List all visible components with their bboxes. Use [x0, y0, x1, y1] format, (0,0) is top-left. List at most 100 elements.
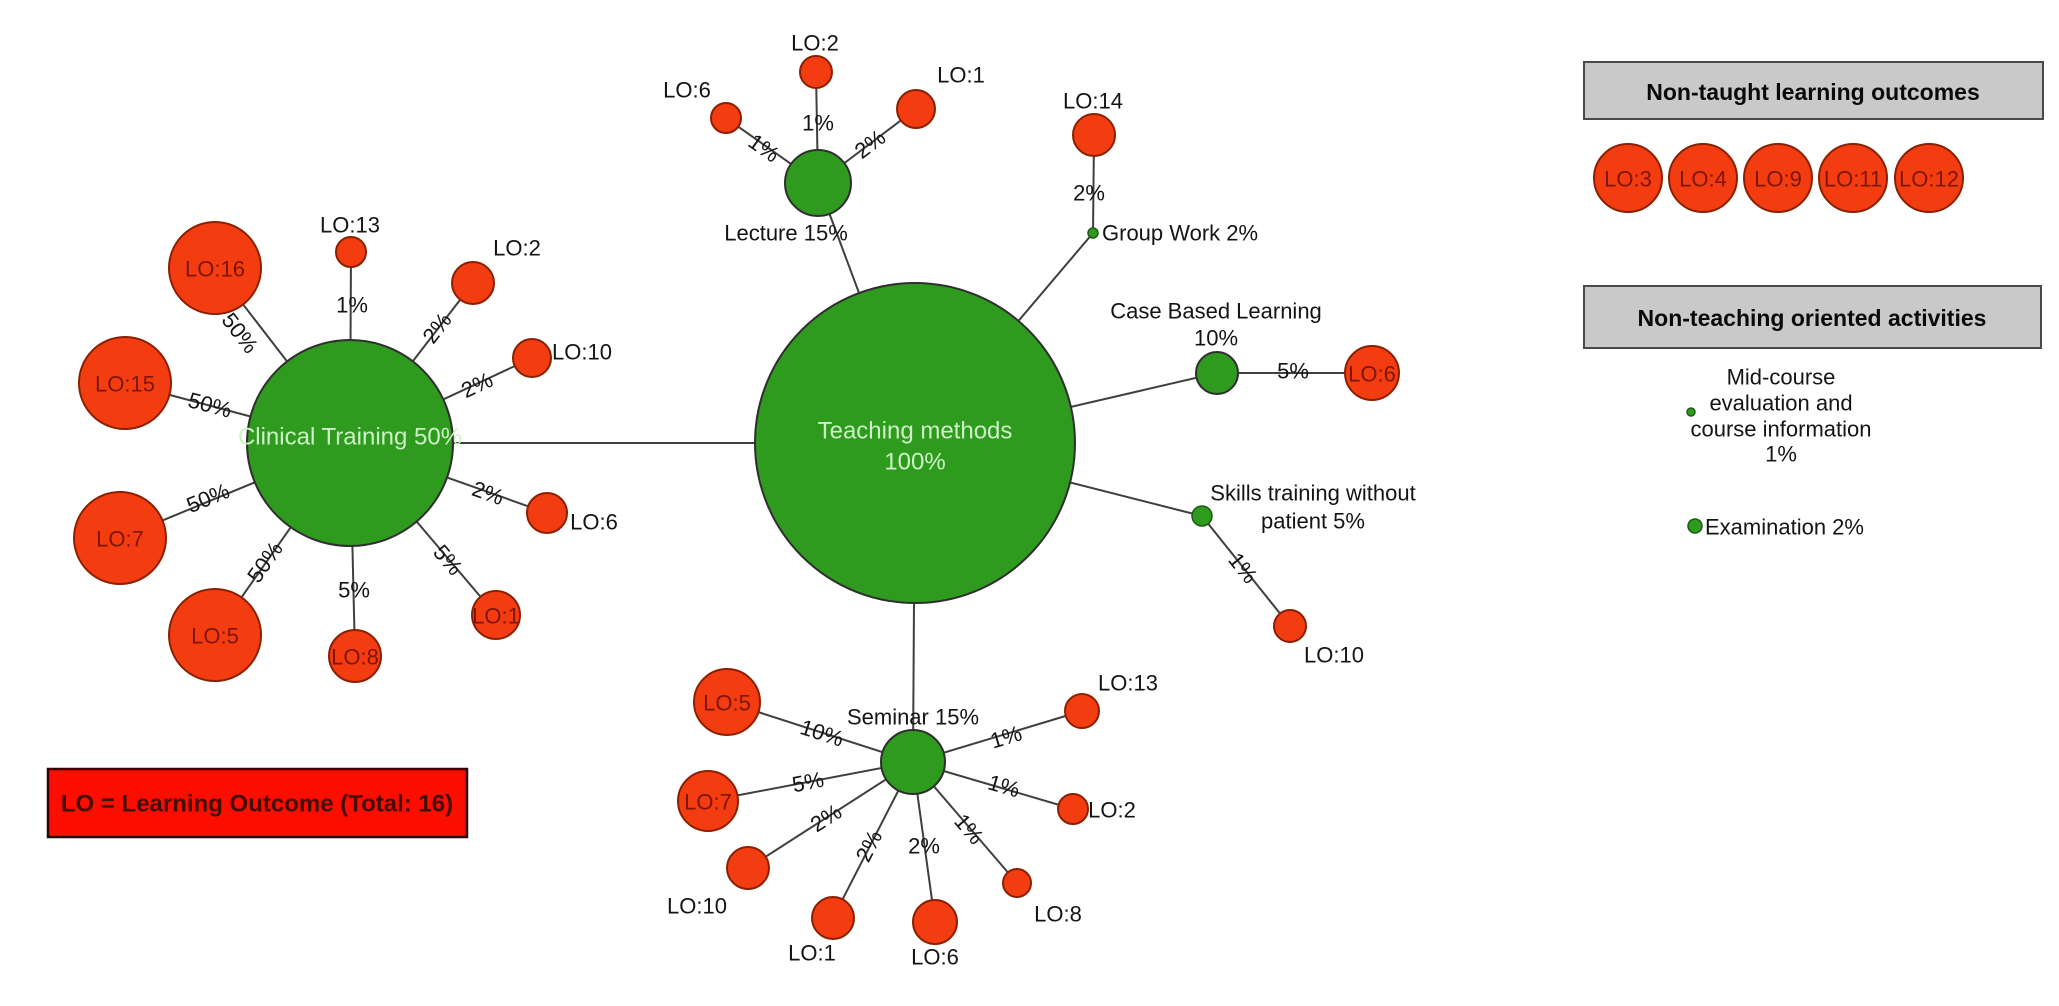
- node-label-lo14-0: LO:14: [1063, 89, 1123, 114]
- node-lo6l-circle: [710, 102, 742, 134]
- node-lo4-circle: [1668, 143, 1738, 213]
- node-lo3-circle: [1593, 143, 1663, 213]
- node-middot-circle: [1686, 407, 1696, 417]
- node-lo16-circle: [168, 221, 262, 315]
- node-label-lo10se-0: LO:10: [667, 894, 727, 919]
- node-label-lecture-0: Lecture 15%: [724, 221, 848, 246]
- node-label-lo5c-0: LO:5: [191, 624, 239, 649]
- legend-panel: Non-taught learning outcomes Non-teachin…: [1583, 61, 2044, 540]
- node-label-teaching-0: Teaching methods: [818, 418, 1013, 445]
- node-label-lo8s-0: LO:8: [1034, 902, 1082, 927]
- edge-label-clinical-lo10c: 2%: [457, 367, 496, 403]
- edge-label-clinical-lo5c: 50%: [242, 537, 288, 587]
- node-label-lo6cb-0: LO:6: [1348, 362, 1396, 387]
- edge-label-seminar-lo5s: 10%: [797, 714, 847, 751]
- node-label-teaching-1: 100%: [884, 449, 945, 476]
- node-lo2s-circle: [1057, 793, 1089, 825]
- node-label-lo8c-0: LO:8: [331, 645, 379, 670]
- node-lecture-circle: [784, 149, 852, 217]
- edge-label-lecture-lo1l: 2%: [850, 124, 890, 163]
- node-lo10s-circle: [1273, 609, 1307, 643]
- node-examdot-circle: [1687, 518, 1703, 534]
- node-label-lo6s-0: LO:6: [911, 945, 959, 970]
- note-group: LO = Learning Outcome (Total: 16): [46, 767, 469, 839]
- node-lo2c-circle: [451, 261, 495, 305]
- node-lo14-circle: [1072, 113, 1116, 157]
- node-lo15-circle: [78, 336, 172, 430]
- non-teaching-header-box: [1583, 285, 2042, 349]
- edge-label-seminar-lo2s: 1%: [985, 770, 1023, 803]
- node-lo11-circle: [1818, 143, 1888, 213]
- node-lo10se-circle: [726, 846, 770, 890]
- node-label-lo10c-0: LO:10: [552, 340, 612, 365]
- node-seminar-circle: [880, 729, 946, 795]
- edge-seminar-lo7s: [707, 761, 914, 802]
- edge-label-lecture-lo2l: 1%: [802, 111, 834, 136]
- node-label-lo9-0: LO:9: [1754, 167, 1802, 192]
- node-label-lo2s-0: LO:2: [1088, 798, 1136, 823]
- node-label-lo4-0: LO:4: [1679, 167, 1727, 192]
- node-lo2l-circle: [799, 55, 833, 89]
- midcourse-line-2: evaluation and: [1709, 391, 1852, 416]
- edge-label-clinical-lo7c: 50%: [183, 478, 233, 518]
- node-cbl-circle: [1195, 351, 1239, 395]
- node-label-lo6cl-0: LO:6: [570, 510, 618, 535]
- nodes-layer: [73, 55, 1964, 945]
- note-label: LO = Learning Outcome (Total: 16): [61, 791, 453, 818]
- node-lo1c-circle: [471, 590, 521, 640]
- edge-label-clinical-lo2c: 2%: [417, 308, 456, 348]
- node-lo8s-circle: [1002, 868, 1032, 898]
- edge-label-clinical-lo15: 50%: [186, 387, 235, 422]
- node-lo6s-circle: [912, 899, 958, 945]
- node-label-lo7c-0: LO:7: [96, 527, 144, 552]
- node-label-cbl-0: Case Based Learning: [1110, 299, 1322, 324]
- edge-label-seminar-lo10se: 2%: [806, 799, 846, 837]
- node-lo5s-circle: [693, 668, 761, 736]
- edge-label-groupwork-lo14: 2%: [1073, 181, 1105, 206]
- node-lo13c-circle: [335, 236, 367, 268]
- edge-label-clinical-lo16: 50%: [217, 308, 264, 358]
- node-label-lo1s-0: LO:1: [788, 941, 836, 966]
- examination-label: Examination 2%: [1705, 515, 1864, 540]
- node-label-lo13c-0: LO:13: [320, 213, 380, 238]
- node-label-seminar-0: Seminar 15%: [847, 705, 979, 730]
- non-taught-header-box: [1583, 61, 2044, 120]
- edge-label-clinical-lo8c: 5%: [338, 578, 370, 603]
- node-label-lo12-0: LO:12: [1899, 167, 1959, 192]
- non-taught-header-title: Non-taught learning outcomes: [1646, 79, 1980, 105]
- node-lo13s-circle: [1064, 693, 1100, 729]
- node-groupwork-circle: [1087, 227, 1099, 239]
- edge-skills-lo10s: [1201, 515, 1291, 627]
- edge-label-seminar-lo6s: 2%: [908, 834, 940, 859]
- midcourse-line-3: course information: [1691, 417, 1872, 442]
- node-lo5c-circle: [168, 588, 262, 682]
- node-lo6cl-circle: [526, 492, 568, 534]
- edge-label-clinical-lo13c: 1%: [336, 293, 368, 318]
- node-label-lo3-0: LO:3: [1604, 167, 1652, 192]
- midcourse-line-1: Mid-course: [1727, 365, 1836, 390]
- node-label-lo6l-0: LO:6: [663, 78, 711, 103]
- midcourse-percent: 1%: [1765, 442, 1797, 467]
- node-label-lo5s-0: LO:5: [703, 691, 751, 716]
- node-clinical-circle: [246, 339, 454, 547]
- node-label-lo7s-0: LO:7: [684, 790, 732, 815]
- node-lo10c-circle: [512, 338, 552, 378]
- node-label-lo2l-0: LO:2: [791, 31, 839, 56]
- node-lo1s-circle: [811, 896, 855, 940]
- edge-label-seminar-lo7s: 5%: [790, 767, 826, 798]
- node-lo1l-circle: [896, 89, 936, 129]
- edge-label-clinical-lo6cl: 2%: [469, 476, 507, 510]
- node-label-groupwork-0: Group Work 2%: [1102, 221, 1258, 246]
- node-label-lo16-0: LO:16: [185, 257, 245, 282]
- edge-label-seminar-lo1s: 2%: [851, 826, 888, 866]
- node-lo6cb-circle: [1344, 345, 1400, 401]
- node-skills-circle: [1191, 505, 1213, 527]
- node-label-lo10s-0: LO:10: [1304, 643, 1364, 668]
- node-label-lo1l-0: LO:1: [937, 63, 985, 88]
- edge-label-seminar-lo13s: 1%: [987, 720, 1025, 753]
- edge-label-cbl-lo6cb: 5%: [1277, 359, 1309, 384]
- node-label-lo1c-0: LO:1: [472, 604, 520, 629]
- labels-layer: 50%1%2%2%50%50%50%5%5%2%1%1%2%2%5%1%10%5…: [95, 31, 1959, 970]
